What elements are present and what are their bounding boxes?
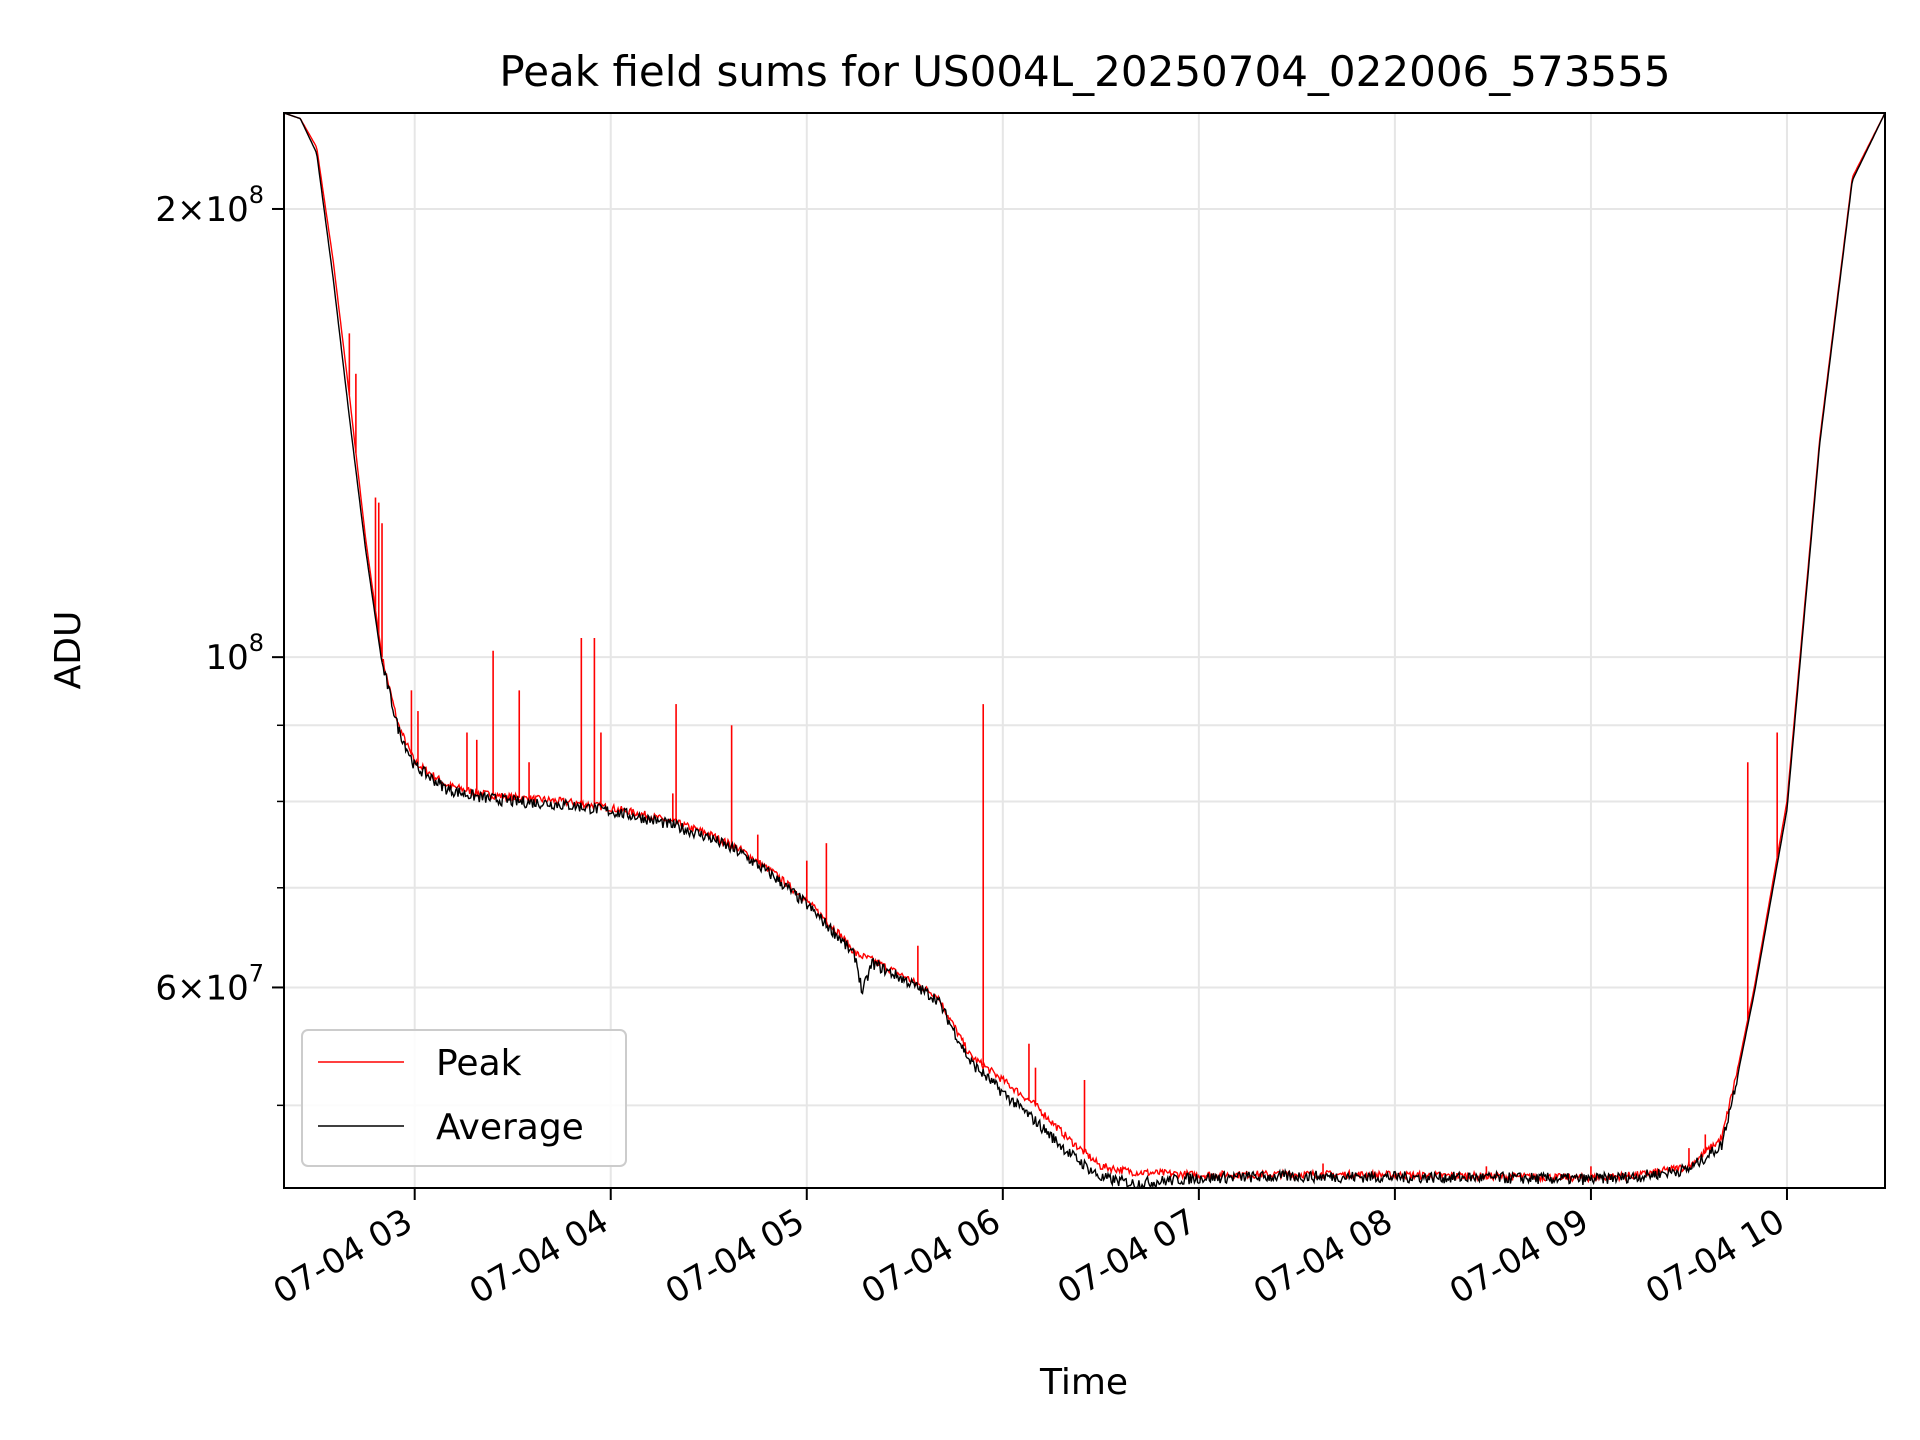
y-tick-label-part: 2 [155,190,177,230]
series-average-line [283,112,1886,1190]
y-axis-label: ADU [48,611,89,690]
legend-peak-label: Peak [436,1043,522,1084]
y-tick-label-part: 10 [205,968,248,1008]
y-tick-label: 108 [205,629,264,678]
y-tick-label-part: 10 [205,190,248,230]
y-tick-exponent: 8 [249,629,264,657]
y-tick-exponent: 7 [249,959,264,987]
legend: Peak Average [301,1029,627,1167]
chart-title: Peak field sums for US004L_20250704_0220… [499,47,1670,96]
plot-area [283,112,1886,1190]
y-tick-exponent: 8 [249,181,264,209]
y-tick-label-part: × [177,968,206,1008]
legend-average-label: Average [436,1107,584,1148]
y-tick-label: 6×107 [155,959,264,1008]
legend-box [301,1029,627,1167]
y-tick-label-part: 6 [155,968,177,1008]
y-tick-label-part: 10 [205,638,248,678]
plot-frame [283,112,1886,1189]
x-axis-label: Time [1039,1362,1128,1403]
y-tick-label-part: × [177,190,206,230]
y-tick-label: 2×108 [155,181,264,230]
